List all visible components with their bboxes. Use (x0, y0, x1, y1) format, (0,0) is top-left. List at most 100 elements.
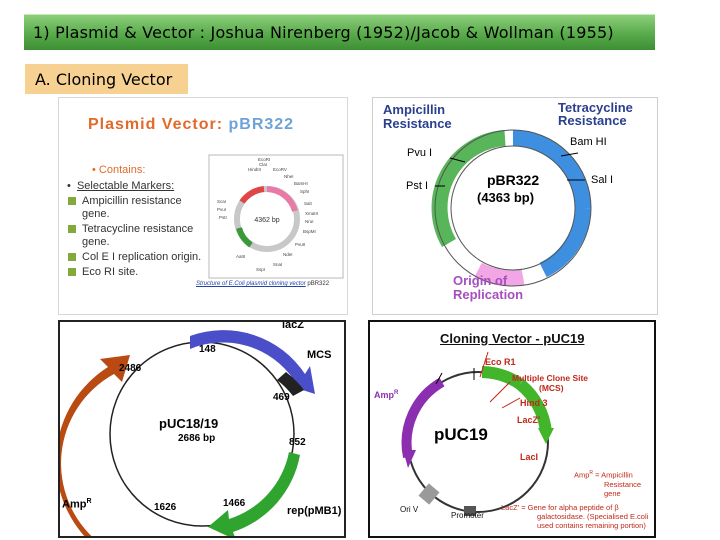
position-label: 1466 (223, 498, 246, 509)
mini-map-label: ClaI (259, 162, 267, 167)
section-label-box: A. Cloning Vector (25, 64, 188, 94)
position-label: 148 (199, 344, 216, 355)
site-sal-i: Sal I (591, 174, 614, 186)
puc19-center-label: pUC19 (434, 425, 488, 444)
mini-map-ori-arc (236, 227, 253, 248)
laci-arrow-head (538, 428, 554, 444)
pbr-mini-map: 4362 bp EcoRI ClaI HindIII EcoRV NheI Ba… (208, 154, 344, 279)
ori-v-label: Ori V (400, 505, 419, 514)
amp-resistance-label: Ampicillin Resistance (383, 102, 452, 131)
lacz-legend: LacZ' = Gene for alpha peptide of β gala… (501, 503, 649, 530)
pbr-bullet-item: Col E I replication origin. (68, 251, 208, 264)
section-label: A. Cloning Vector (35, 70, 173, 89)
site-pvu-i: Pvu I (407, 147, 433, 159)
amp-label: AmpR (374, 390, 399, 400)
bullet-square-icon (68, 268, 76, 276)
laci-gene-arc (516, 379, 552, 433)
pbr-bullet-item: Eco RI site. (68, 266, 208, 279)
pbr-bullet-list: Ampicillin resistance gene. Tetracycline… (68, 195, 208, 279)
mini-map-label: ScaI (217, 199, 226, 204)
puc18-name: pUC18/19 (159, 416, 219, 431)
mini-map-labels: EcoRI ClaI HindIII EcoRV NheI BamHI SphI… (217, 157, 318, 272)
puc19-map-panel: Cloning Vector - pUC19 Eco R1 Multiple C… (368, 320, 656, 538)
bullet-square-icon (68, 197, 76, 205)
pbr322-map-panel: Ampicillin Resistance Tetracycline Resis… (372, 97, 658, 315)
slide-title: 1) Plasmid & Vector : Joshua Nirenberg (… (33, 23, 614, 42)
mini-map-label: NdeI (283, 252, 293, 257)
ring-inner-edge (450, 145, 576, 271)
pbr-caption-link[interactable]: Structure of E.Coli plasmid cloning vect… (196, 281, 306, 287)
bam-tick (560, 152, 579, 157)
position-label: 1626 (154, 502, 177, 513)
ecor1-label: Eco R1 (485, 357, 516, 367)
mini-map-label: BspMI (303, 229, 316, 234)
pbr-card-title-prefix: Plasmid Vector: (88, 116, 229, 133)
eco-site-tick (435, 372, 443, 385)
mini-map-label: PvuI (217, 207, 226, 212)
position-label: 852 (289, 437, 306, 448)
mini-map-label: NruI (305, 219, 314, 224)
pbr-card-title-name: pBR322 (228, 116, 295, 133)
ring-outer-edge (434, 129, 592, 287)
pbr322-center-size: (4363 bp) (477, 190, 535, 205)
feature-amp: AmpR (62, 498, 92, 511)
mcs-label-2: (MCS) (539, 383, 564, 393)
tet-resistance-arc-tail (539, 207, 591, 278)
position-label: 2486 (119, 363, 142, 374)
pbr-bullet-item: Ampicillin resistance gene. (68, 195, 208, 221)
mini-map-label: PvuII (295, 242, 305, 247)
mcs-block (277, 372, 304, 396)
pbr-selectable-row: • Selectable Markers: (67, 180, 175, 192)
laci-label: LacI (520, 452, 539, 462)
lacz-gene-arrow (190, 330, 315, 394)
mini-map-label: BamHI (294, 181, 308, 186)
slide-title-bar: 1) Plasmid & Vector : Joshua Nirenberg (… (24, 14, 655, 50)
ring-gap (442, 238, 482, 278)
puc19-heading: Cloning Vector - pUC19 (440, 331, 585, 346)
pbr-selectable-label: Selectable Markers: (76, 180, 175, 192)
amp-legend: AmpR = Ampicillin Resistance gene (574, 470, 642, 498)
origin-replication-label: Origin of Replication (453, 273, 524, 302)
hind3-label: Hind 3 (520, 398, 548, 408)
amp-arrow-head (403, 450, 416, 468)
tet-resistance-arc (512, 130, 591, 209)
amp-gene-arc (401, 377, 445, 459)
feature-mcs: MCS (307, 349, 332, 361)
promoter-block (464, 506, 476, 516)
ecor1-pointer (479, 351, 489, 378)
mini-map-label: AatII (236, 254, 245, 259)
mcs-label-1: Multiple Clone Site (512, 373, 589, 383)
mini-map-frame (208, 154, 344, 279)
mini-map-label: XmaIII (305, 211, 318, 216)
lacz-gene-arc (481, 366, 524, 390)
site-pst-i: Pst I (406, 180, 429, 192)
amp-resistance-arc (431, 130, 506, 248)
ring-gap (521, 262, 547, 285)
mini-map-label: EcoRI (258, 157, 270, 162)
puc19-map (401, 351, 554, 516)
mcs-pointer (489, 381, 511, 403)
pbr322-ring-map (431, 129, 592, 287)
mini-map-label: HindIII (248, 167, 261, 172)
bullet-square-icon (68, 253, 76, 261)
puc18-size: 2686 bp (178, 433, 216, 444)
ori-v-block (418, 483, 440, 505)
position-label: 469 (273, 392, 290, 403)
feature-lacz: lacZ (282, 320, 305, 331)
feature-rep: rep(pMB1) (287, 505, 342, 517)
pvu-tick (449, 157, 466, 163)
lacz-label: LacZ' (517, 415, 541, 425)
mini-map-label: SalI (304, 201, 312, 206)
promoter-label: Promoter (451, 511, 484, 520)
puc18-map (60, 330, 315, 536)
mini-map-label: EcoRV (273, 167, 287, 172)
pbr-bullet-item: Tetracycline resistance gene. (68, 223, 208, 249)
amp-gene-arrow (60, 355, 130, 536)
pbr322-info-card: Plasmid Vector: pBR322 • Contains: • Sel… (58, 97, 348, 315)
mini-map-label: SnaI (273, 262, 282, 267)
mini-map-label: SspI (256, 267, 265, 272)
pbr322-center-name: pBR322 (487, 172, 540, 188)
mini-map-center: 4362 bp (254, 217, 279, 224)
mini-map-label: NheI (284, 174, 294, 179)
pbr-card-title: Plasmid Vector: pBR322 (88, 116, 294, 134)
